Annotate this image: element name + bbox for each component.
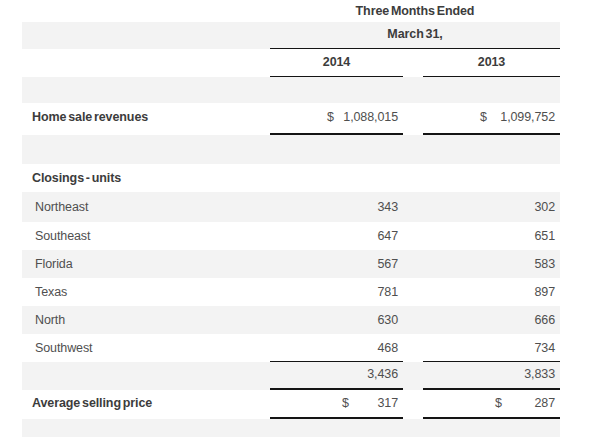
value-2014: 567 [270, 250, 403, 278]
value-cell-2013: 734 [423, 334, 560, 362]
table-row-period-header: Three Months Ended [22, 0, 560, 22]
column-gap [403, 222, 423, 250]
value-2013: 666 [423, 306, 560, 334]
table-row-region: North 630 666 [22, 306, 560, 334]
value-cell-2014: 781 [270, 278, 403, 306]
currency-symbol: $ [480, 103, 487, 132]
total-2014: 3,436 [270, 362, 403, 387]
value-cell-2013: $ 1,099,752 [423, 103, 560, 135]
region-label: Florida [22, 250, 270, 278]
date-header: March 31, [270, 22, 560, 49]
value-cell-2014: 567 [270, 250, 403, 278]
currency-symbol: $ [327, 103, 334, 132]
value-2014: 343 [270, 192, 403, 222]
value-cell-2014: 647 [270, 222, 403, 250]
column-gap [403, 334, 423, 362]
column-gap [403, 49, 423, 77]
section-label: Closings - units [22, 164, 270, 192]
value-cell-2013: 651 [423, 222, 560, 250]
row-label: Average selling price [22, 390, 270, 419]
value-2013: 287 [423, 390, 560, 416]
table-row-closings-total: 3,436 3,833 [22, 362, 560, 390]
currency-symbol: $ [495, 390, 502, 416]
value-2013: 583 [423, 250, 560, 278]
value-2014: 468 [270, 334, 403, 362]
value-cell-2014: 343 [270, 192, 403, 222]
column-gap [403, 278, 423, 306]
spacer-row [22, 135, 560, 164]
column-gap [403, 362, 423, 390]
value-cell-2013: 897 [423, 278, 560, 306]
empty-cell [22, 49, 270, 77]
column-header-2013: 2013 [423, 49, 560, 77]
value-cell-2013: 666 [423, 306, 560, 334]
value-2013: 302 [423, 192, 560, 222]
value-cell-2014: $ 1,088,015 [270, 103, 403, 135]
value-cell-2014: 468 [270, 334, 403, 362]
column-gap [403, 306, 423, 334]
table-row-region: Texas 781 897 [22, 278, 560, 306]
period-header: Three Months Ended [270, 0, 560, 22]
value-cell-2013: 302 [423, 192, 560, 222]
value-2014: 317 [270, 390, 403, 416]
value-2013: 734 [423, 334, 560, 362]
column-gap [403, 390, 423, 419]
region-label: Southwest [22, 334, 270, 362]
value-2014: 630 [270, 306, 403, 334]
table-row-year-headers: 2014 2013 [22, 49, 560, 77]
value-2013: 1,099,752 [423, 103, 560, 132]
value-cell-2013: $ 287 [423, 390, 560, 419]
table-row-region: Southeast 647 651 [22, 222, 560, 250]
value-cell-2014: $ 317 [270, 390, 403, 419]
spacer-row [22, 419, 560, 437]
value-cell-2013: 583 [423, 250, 560, 278]
value-2013: 651 [423, 222, 560, 250]
region-label: Southeast [22, 222, 270, 250]
empty-cell [22, 362, 270, 390]
column-header-2014: 2014 [270, 49, 403, 77]
empty-cell [22, 22, 270, 49]
table-row-date-header: March 31, [22, 22, 560, 49]
table-row-average-selling-price: Average selling price $ 317 $ 287 [22, 390, 560, 419]
financial-table: Three Months Ended March 31, 2014 2013 H… [0, 0, 603, 437]
column-gap [403, 192, 423, 222]
region-label: North [22, 306, 270, 334]
region-label: Northeast [22, 192, 270, 222]
column-gap [403, 103, 423, 135]
value-cell-2014: 630 [270, 306, 403, 334]
currency-symbol: $ [342, 390, 349, 416]
spacer-row [22, 77, 560, 103]
total-cell-2014: 3,436 [270, 362, 403, 390]
table-row-closings-section: Closings - units [22, 164, 560, 192]
table-row-region: Southwest 468 734 [22, 334, 560, 362]
empty-cell [22, 0, 270, 22]
table-row-region: Florida 567 583 [22, 250, 560, 278]
value-2013: 897 [423, 278, 560, 306]
region-label: Texas [22, 278, 270, 306]
total-cell-2013: 3,833 [423, 362, 560, 390]
total-2013: 3,833 [423, 362, 560, 387]
value-2014: 781 [270, 278, 403, 306]
table-row-home-sale-revenues: Home sale revenues $ 1,088,015 $ 1,099,7… [22, 103, 560, 135]
value-2014: 647 [270, 222, 403, 250]
row-label: Home sale revenues [22, 103, 270, 135]
column-gap [403, 250, 423, 278]
value-2014: 1,088,015 [270, 103, 403, 132]
table-row-region: Northeast 343 302 [22, 192, 560, 222]
